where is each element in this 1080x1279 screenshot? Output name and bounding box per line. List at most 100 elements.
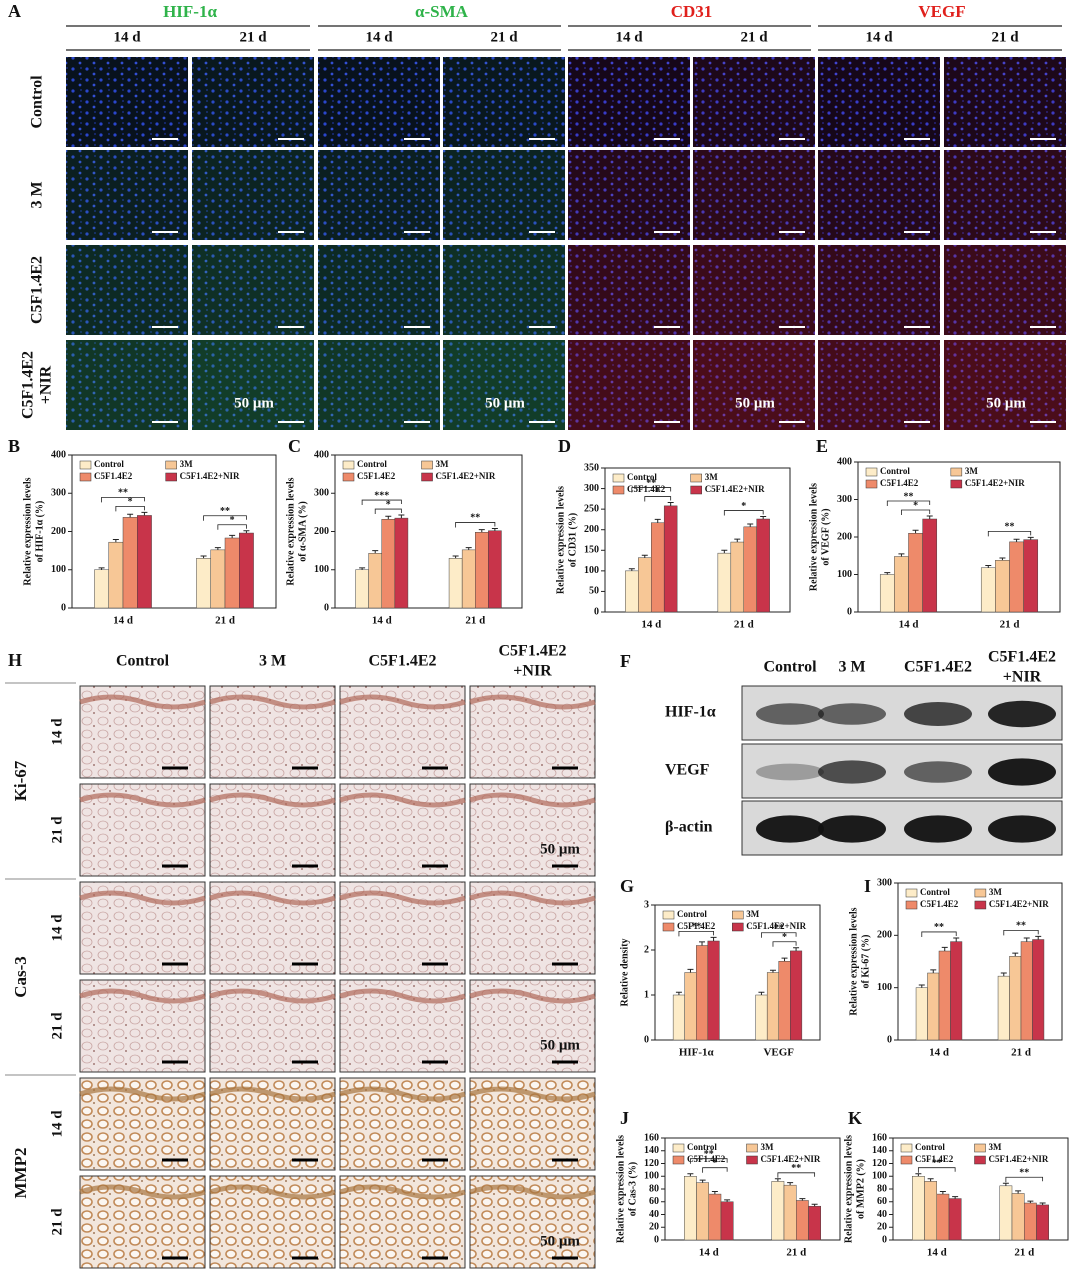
error-bar: [112, 539, 119, 543]
micrograph: [818, 57, 940, 147]
error-bar: [654, 518, 661, 523]
day-label: 21 d: [991, 29, 1019, 45]
scale-text: 50 μm: [540, 841, 580, 857]
legend-label: Control: [94, 459, 124, 469]
micrograph: [192, 340, 314, 430]
label: +NIR: [513, 663, 552, 680]
error-bar: [926, 515, 933, 519]
label: Control: [763, 659, 817, 676]
label: of Cas-3 (%): [627, 1162, 638, 1216]
scale-text: 50 μm: [735, 395, 775, 411]
error-bar: [687, 1173, 694, 1177]
day-label: 14 d: [49, 1110, 65, 1138]
stain-overlay: [318, 57, 440, 147]
epidermis: [79, 890, 206, 906]
y-tick-label: 40: [649, 1209, 659, 1220]
micrograph: [318, 57, 440, 147]
micrograph: [944, 340, 1066, 430]
y-tick-label: 0: [324, 602, 329, 613]
sig-bracket: [1003, 929, 1039, 936]
y-tick-label: 60: [877, 1196, 887, 1207]
stain-overlay: [66, 57, 188, 147]
legend-swatch: [672, 1155, 685, 1165]
x-tick-label: 21 d: [1011, 1047, 1031, 1059]
y-tick-label: 100: [877, 982, 892, 993]
protein-label: VEGF: [665, 762, 710, 779]
sig-bracket: [644, 496, 672, 502]
epidermis: [209, 694, 336, 710]
micrograph: [693, 340, 815, 430]
epidermis: [339, 792, 466, 808]
sig-bracket: [772, 941, 797, 947]
legend-label: C5F1.4E2+NIR: [705, 484, 765, 494]
bar: [1020, 941, 1033, 1041]
legend-swatch: [900, 1143, 913, 1153]
band: [818, 760, 886, 784]
epidermis: [339, 890, 466, 906]
band: [988, 815, 1056, 843]
stain-overlay: [818, 340, 940, 430]
micrograph: [66, 150, 188, 240]
label: Control: [29, 75, 46, 129]
y-tick-label: 2: [644, 944, 649, 955]
sig-label: **: [1019, 1168, 1029, 1179]
legend-swatch: [732, 922, 744, 932]
x-tick-label: VEGF: [763, 1047, 794, 1059]
stain-overlay: [318, 150, 440, 240]
legend-label: Control: [920, 887, 950, 897]
stain-overlay: [818, 150, 940, 240]
x-tick-label: 14 d: [113, 615, 133, 627]
epidermis: [339, 1086, 466, 1102]
error-bar: [1027, 536, 1034, 540]
day-label: 14 d: [615, 29, 643, 45]
bar: [948, 1198, 962, 1241]
y-tick-label: 160: [872, 1132, 887, 1143]
stain-overlay: [443, 340, 565, 430]
y-tick-label: 100: [644, 1171, 659, 1182]
legend-swatch: [746, 1143, 758, 1153]
sig-bracket: [886, 500, 931, 506]
day-label: 21 d: [49, 1208, 65, 1236]
y-tick-label: 150: [584, 545, 599, 556]
bar: [730, 541, 744, 613]
bar: [488, 530, 502, 609]
micrograph: [568, 340, 690, 430]
error-bar: [1023, 937, 1030, 942]
epidermis: [79, 792, 206, 808]
legend-label: 3M: [180, 459, 194, 469]
error-bar: [939, 1191, 946, 1195]
legend-label: C5F1.4E2: [677, 921, 716, 931]
bar: [995, 560, 1010, 613]
x-tick-label: 14 d: [927, 1247, 947, 1259]
epidermis: [79, 1086, 206, 1102]
bar: [950, 941, 963, 1041]
error-bar: [774, 1178, 781, 1182]
bar: [999, 1185, 1013, 1241]
sig-label: *: [128, 497, 133, 508]
error-bar: [793, 947, 800, 951]
y-tick-label: 0: [882, 1234, 887, 1245]
legend-label: 3M: [436, 459, 450, 469]
sig-bracket: [455, 522, 496, 528]
marker-title: VEGF: [918, 2, 965, 21]
epidermis: [79, 1184, 206, 1200]
bar: [210, 549, 226, 609]
legend-label: 3M: [761, 1142, 775, 1152]
legend-swatch: [974, 900, 987, 910]
legend-label: 3M: [746, 909, 760, 919]
legend-label: Control: [915, 1142, 945, 1152]
bar: [796, 1200, 809, 1241]
bar: [1032, 939, 1045, 1041]
y-tick-label: 100: [314, 564, 329, 575]
band: [756, 763, 824, 781]
error-bar: [952, 1196, 959, 1199]
label: Relative expression levels: [22, 477, 33, 585]
bar: [915, 987, 928, 1041]
label: C5F1.4E2: [20, 351, 37, 419]
x-tick-label: 21 d: [1000, 619, 1020, 631]
sig-label: *: [386, 499, 391, 510]
sig-bracket: [917, 1167, 956, 1173]
label: C5F1.4E2: [29, 256, 46, 324]
label: 3 M: [29, 181, 46, 208]
bar: [997, 975, 1010, 1041]
